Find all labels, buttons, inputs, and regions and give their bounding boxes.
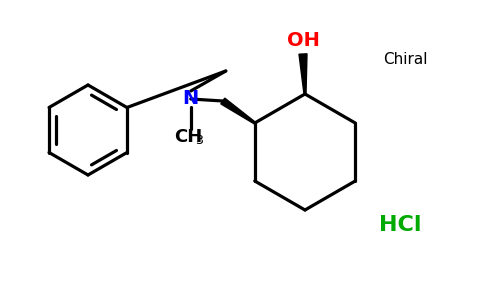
Text: OH: OH [287,31,319,50]
Text: 3: 3 [195,134,203,146]
Text: HCl: HCl [379,215,421,235]
Text: N: N [182,89,199,109]
Text: Chiral: Chiral [383,52,427,68]
Text: CH: CH [174,128,202,146]
Polygon shape [221,98,256,124]
Polygon shape [299,54,307,94]
